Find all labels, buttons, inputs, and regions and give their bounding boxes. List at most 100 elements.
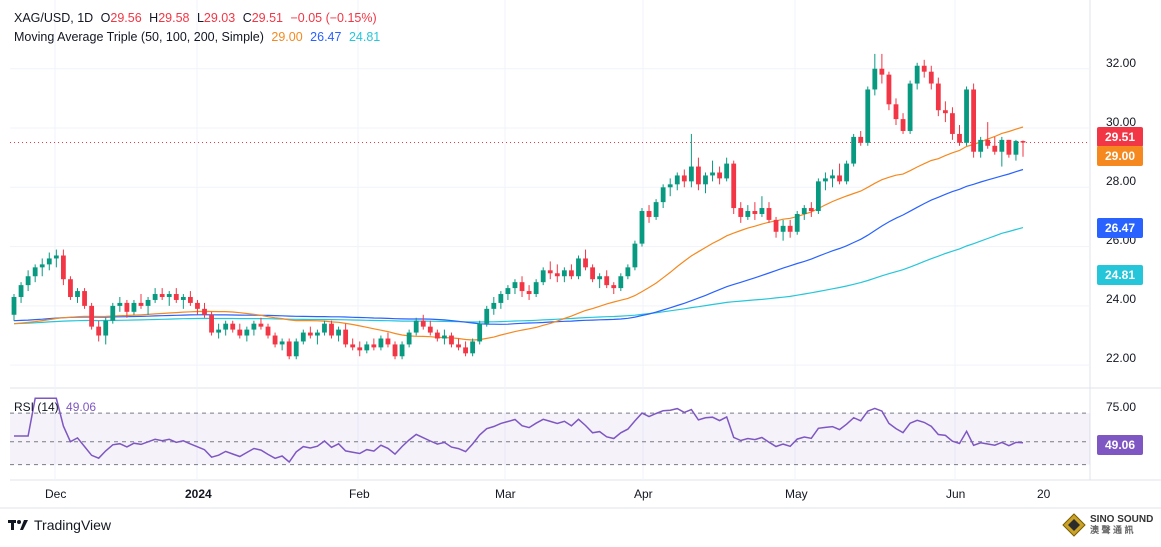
candle-bearish <box>427 326 433 333</box>
candle-bearish <box>124 302 130 312</box>
candle-bearish <box>992 145 998 152</box>
ma50-value: 29.00 <box>271 30 303 44</box>
ma200-price-tag: 24.81 <box>1097 265 1143 285</box>
candle-bullish <box>378 338 384 348</box>
candle-bearish <box>611 285 617 289</box>
candle-bullish <box>823 178 828 182</box>
time-tick-label: Dec <box>45 487 67 501</box>
time-tick-label: 2024 <box>185 487 212 501</box>
candle-bullish <box>794 213 800 232</box>
candle-bullish <box>1013 141 1019 155</box>
candle-bearish <box>385 338 391 345</box>
candle-bullish <box>540 270 546 283</box>
symbol-label[interactable]: XAG/USD, 1D <box>14 11 94 25</box>
ma200-line <box>13 227 1024 325</box>
candle-bullish <box>964 89 969 143</box>
candle-bullish <box>597 276 603 280</box>
candle-bearish <box>463 347 468 354</box>
candle-bullish <box>978 139 984 152</box>
candle-bullish <box>53 255 59 259</box>
candle-bearish <box>202 308 207 315</box>
rsi-label[interactable]: RSI (14) <box>14 400 59 414</box>
candle-bullish <box>39 264 45 268</box>
low-value: 29.03 <box>203 11 236 25</box>
candle-bearish <box>957 133 962 143</box>
candle-bearish <box>837 175 842 182</box>
rsi-value: 49.06 <box>66 400 97 414</box>
candle-bullish <box>145 299 151 306</box>
candle-bearish <box>942 110 948 114</box>
open-value: 29.56 <box>110 11 142 25</box>
candle-bearish <box>173 294 179 300</box>
candle-bearish <box>329 323 334 336</box>
candle-bullish <box>491 302 497 309</box>
candle-bullish <box>103 320 109 336</box>
candle-bullish <box>152 294 158 300</box>
candle-bullish <box>865 89 871 143</box>
ma-indicator-label[interactable]: Moving Average Triple (50, 100, 200, Sim… <box>14 30 264 44</box>
candle-bullish <box>117 302 123 306</box>
candle-bearish <box>808 208 814 212</box>
rsi-tick-label: 75.00 <box>1106 400 1137 414</box>
candle-bullish <box>632 243 638 268</box>
candle-bullish <box>18 285 24 297</box>
rsi-value-tag: 49.06 <box>1097 435 1143 455</box>
candle-bearish <box>209 314 214 333</box>
candle-bearish <box>879 68 885 75</box>
candle-bullish <box>322 323 327 333</box>
candle-bearish <box>456 344 461 348</box>
candle-bullish <box>477 323 483 342</box>
candle-bullish <box>830 175 835 179</box>
candle-bullish <box>11 296 17 315</box>
candle-bearish <box>371 344 377 348</box>
candle-bearish <box>1020 141 1026 143</box>
candle-bullish <box>844 163 850 182</box>
candle-bearish <box>900 119 906 131</box>
candle-bearish <box>357 347 363 351</box>
close-label: C <box>242 11 252 25</box>
candle-bearish <box>752 211 758 214</box>
candle-bullish <box>688 166 694 182</box>
candle-bullish <box>300 332 306 342</box>
time-tick-label: 20 <box>1037 487 1051 501</box>
time-tick-label: Jun <box>946 487 966 501</box>
candle-bearish <box>343 329 349 345</box>
candle-bearish <box>928 71 934 84</box>
candle-bullish <box>653 202 659 217</box>
ma50-price-tag: 29.00 <box>1097 146 1143 166</box>
candle-bullish <box>413 320 419 333</box>
candle-bearish <box>187 296 193 303</box>
candle-bullish <box>131 302 137 312</box>
time-tick-label: Mar <box>495 487 516 501</box>
candle-bearish <box>604 276 610 286</box>
candle-bearish <box>681 175 687 182</box>
candle-bullish <box>851 136 857 164</box>
candle-bearish <box>60 255 66 280</box>
watermark-line2: 澳 聲 通 訊 <box>1090 525 1134 535</box>
candle-bearish <box>138 302 144 306</box>
candle-bullish <box>907 83 913 131</box>
candle-bullish <box>216 329 222 333</box>
close-price-tag: 29.51 <box>1097 127 1143 147</box>
sino-sound-watermark: SINO SOUND 澳 聲 通 訊 <box>1062 513 1153 537</box>
candle-bullish <box>406 332 412 345</box>
low-label: L <box>196 11 204 25</box>
candle-bullish <box>914 65 920 84</box>
candle-bearish <box>893 104 899 120</box>
candle-bearish <box>159 294 165 297</box>
tradingview-brand-text: TradingView <box>34 517 112 533</box>
candle-bullish <box>667 184 673 188</box>
candle-bullish <box>336 329 341 336</box>
candle-bullish <box>724 163 730 179</box>
tradingview-branding[interactable]: TradingView <box>8 517 111 533</box>
candle-bullish <box>759 208 765 214</box>
candle-bullish <box>815 181 821 212</box>
candle-bullish <box>75 291 80 297</box>
candle-bearish <box>519 282 525 292</box>
ma-legend: Moving Average Triple (50, 100, 200, Sim… <box>14 30 384 44</box>
candle-bullish <box>512 282 518 289</box>
candle-bearish <box>858 136 864 143</box>
high-label: H <box>149 11 159 25</box>
candle-bearish <box>89 305 95 327</box>
